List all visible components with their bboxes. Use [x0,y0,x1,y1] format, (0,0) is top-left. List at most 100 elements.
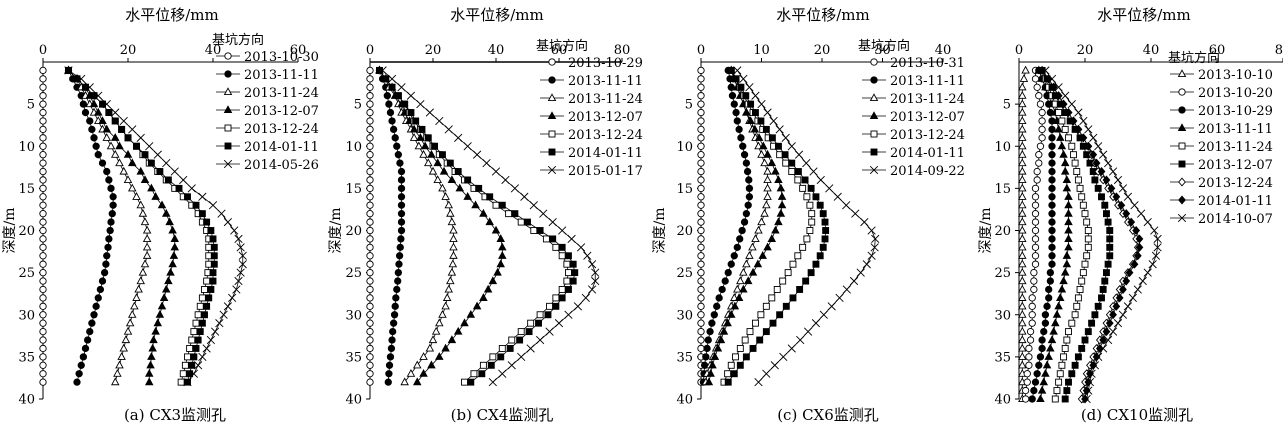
series-2014-01-11 [65,66,218,386]
data-point [79,100,88,108]
data-point [86,117,94,125]
data-point [205,294,213,302]
data-point [198,210,206,218]
data-point [449,242,458,251]
data-point [544,311,552,319]
data-point [760,208,769,217]
data-point [549,235,557,243]
data-point [366,252,374,260]
data-point [748,267,758,276]
data-point [1060,158,1070,167]
data-point [366,235,374,243]
series-2014-01-11 [1038,65,1144,404]
data-point [517,352,526,361]
chart-panel-c: 水平位移/mm 0 10 20 30 40 5 10 15 20 25 30 35 40 深度/m 基坑方向 2… [652,6,965,424]
data-point [483,284,493,293]
data-point [108,209,116,218]
data-point [1018,200,1027,209]
data-point [479,361,487,369]
data-point [727,66,735,74]
data-point [1051,318,1060,327]
legend-label: 2014-01-11 [1198,194,1273,209]
legend-marker [223,159,233,169]
data-point [713,302,721,310]
legend-label: 2013-12-07 [568,110,643,125]
data-point [1026,327,1035,336]
data-point [697,75,705,83]
data-point [788,159,796,167]
data-point [1084,125,1093,134]
y-tick-label: 30 [18,308,35,323]
data-point [796,286,804,293]
data-point [391,134,399,142]
data-point [366,243,374,252]
data-point [478,370,486,378]
data-point [739,142,747,150]
data-point [203,277,211,285]
data-point [799,243,807,251]
data-point [210,252,218,260]
data-point [565,269,572,277]
data-point [1028,302,1036,310]
data-point [1018,234,1027,242]
data-point [366,108,374,117]
data-point [697,125,705,134]
data-point [554,319,564,328]
y-tick-label: 40 [994,393,1011,408]
data-point [196,302,204,310]
data-point [1048,134,1056,142]
data-point [202,344,211,353]
data-point [745,184,754,193]
data-point [782,159,790,167]
data-point [492,201,500,209]
data-point [1067,100,1076,109]
data-point [1123,302,1133,311]
data-point [414,141,424,150]
data-point [517,218,525,226]
legend-label: 2013-11-11 [1198,122,1273,137]
data-point [1030,285,1038,294]
data-point [1130,259,1139,269]
data-point [435,116,444,126]
data-point [1043,302,1051,310]
data-point [774,142,782,150]
data-point [438,310,447,318]
y-tick-label: 40 [345,393,362,408]
data-point [801,176,809,184]
data-point [776,183,786,192]
data-point [210,260,218,268]
data-point [1018,251,1027,259]
data-point [103,167,111,176]
data-point [1094,302,1102,310]
data-point [754,133,764,141]
data-point [736,345,744,352]
data-point [742,159,751,167]
data-point [141,151,149,159]
data-point [144,368,154,377]
data-point [228,293,237,303]
data-point [366,353,374,361]
legend-title: 基坑方向 [858,38,910,54]
data-point [706,368,715,377]
y-tick-label: 15 [18,182,35,197]
data-point [396,243,404,252]
data-point [751,91,760,100]
data-point [706,327,714,336]
legend-label: 2013-11-11 [890,74,965,89]
data-point [530,227,538,234]
data-point [433,158,442,167]
data-point [39,66,47,75]
data-point [757,117,765,125]
data-point [83,336,92,344]
data-point [767,158,777,167]
data-point [447,217,457,226]
data-point [386,353,395,361]
data-point [535,335,545,345]
x-tick-label: 20 [814,43,831,58]
data-point [186,345,194,352]
data-point [1104,218,1112,226]
data-point [567,234,576,244]
data-point [1054,91,1063,101]
data-point [1055,378,1063,386]
data-point [119,166,129,175]
